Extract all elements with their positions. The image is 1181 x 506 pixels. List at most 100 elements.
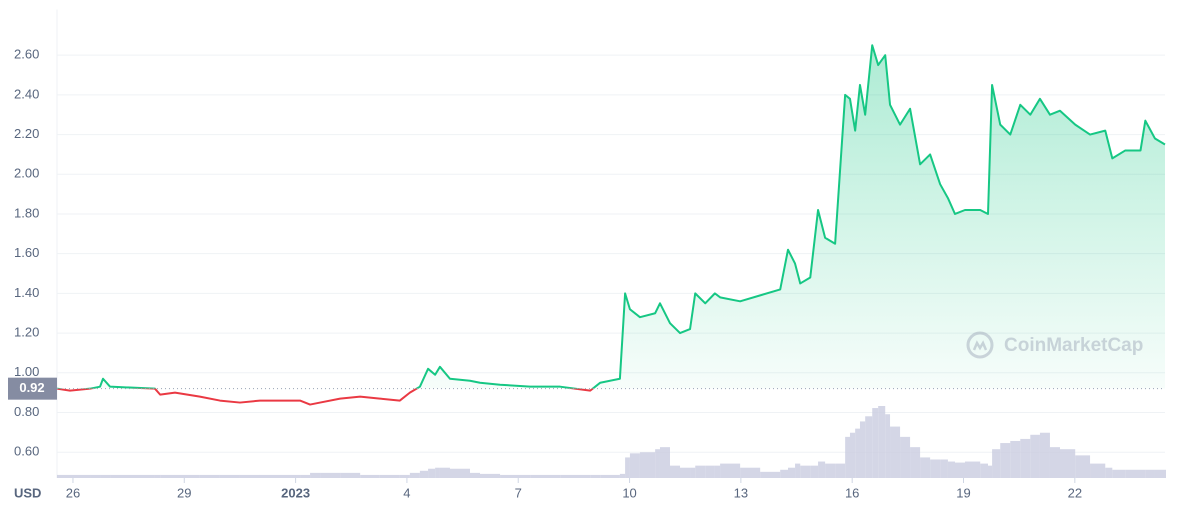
volume-bar [449,468,470,478]
volume-bar [705,465,715,478]
volume-bar [154,474,161,478]
volume-bar [160,474,175,478]
volume-bar [780,469,788,478]
volume-bar [818,461,826,478]
volume-bar [560,474,591,478]
watermark-logo [972,340,988,351]
y-tick-label: 0.60 [14,444,39,459]
volume-bar [1165,469,1166,478]
volume-bar [859,421,866,478]
volume-bar [1075,455,1091,478]
price-line-down [56,388,595,406]
x-tick-label: 10 [622,485,636,500]
x-tick-label: 7 [515,485,522,500]
volume-bar [714,465,721,478]
volume-bar [947,461,955,478]
volume-bar [435,467,440,478]
volume-bar [1105,467,1113,478]
volume-bar [825,463,836,478]
volume-bar [428,468,436,478]
volume-bar [872,408,879,478]
volume-bar [300,474,311,478]
volume-bar [469,472,481,478]
y-tick-label: 2.60 [14,47,39,62]
volume-bar [174,474,200,478]
volume-bar [500,474,531,478]
y-tick-label: 2.20 [14,126,39,141]
volume-bar [849,432,856,478]
volume-bar [1125,469,1141,478]
y-tick-label: 2.00 [14,166,39,181]
x-tick-label: 19 [956,485,970,500]
volume-bar [629,453,640,478]
volume-bar [720,463,741,478]
x-tick-label: 16 [845,485,859,500]
volume-bar [590,474,601,478]
x-tick-label: 29 [177,485,191,500]
volume-bar [399,474,410,478]
watermark: CoinMarketCap [966,331,1143,359]
volume-bar [954,462,965,478]
volume-bar [419,470,429,478]
volume-bar [787,467,796,478]
volume-bar [1145,469,1155,478]
baseline-label-box [8,377,57,400]
volume-bar [360,474,380,478]
price-line-up [57,44,1166,389]
volume-bar [760,471,781,478]
y-tick-label: 1.20 [14,325,39,340]
volume-bar [57,474,70,478]
volume-bar [695,465,706,478]
volume-bar [964,461,981,478]
volume-bar [1000,443,1011,478]
volume-bar [110,474,155,478]
volume-bar [1039,432,1050,478]
price-area [57,45,1165,389]
volume-bar [900,436,911,478]
volume-bar [669,465,681,478]
y-tick-label: 1.40 [14,285,39,300]
volume-bar [199,474,220,478]
volume-bar [1140,469,1146,478]
currency-label: USD [14,485,41,500]
volume-bar [940,459,948,478]
volume-bar [69,474,91,478]
volume-bar [810,465,819,478]
y-tick-label: 1.00 [14,364,39,379]
x-tick-label: 26 [66,485,80,500]
volume-bar [855,428,860,478]
volume-bar [340,472,361,478]
volume-bar [219,474,240,478]
volume-bar [659,447,670,478]
volume-bar [845,436,850,478]
volume-bar [90,474,101,478]
volume-bar [320,472,341,478]
volume-bar [439,467,450,478]
volume-bar [680,467,691,478]
volume-bar [920,457,931,478]
volume-bar [655,449,660,478]
volume-bar [480,473,501,478]
volume-bar [310,472,321,478]
y-tick-label: 1.60 [14,245,39,260]
volume-bar [239,474,260,478]
volume-bar [910,447,921,478]
volume-bar [103,474,111,478]
volume-bar [930,459,941,478]
volume-bar [885,414,891,478]
volume-bar [1090,463,1106,478]
volume-bar [795,463,801,478]
volume-bar [992,449,1001,478]
x-tick-label: 4 [403,485,410,500]
x-tick-label: 13 [734,485,748,500]
volume-bar [1010,440,1021,478]
volume-bar [379,474,400,478]
volume-bar [878,406,886,478]
volume-bar [1020,438,1031,478]
y-tick-label: 2.40 [14,86,39,101]
y-tick-label: 0.80 [14,404,39,419]
volume-bar [1030,434,1040,478]
volume-bar [690,467,696,478]
